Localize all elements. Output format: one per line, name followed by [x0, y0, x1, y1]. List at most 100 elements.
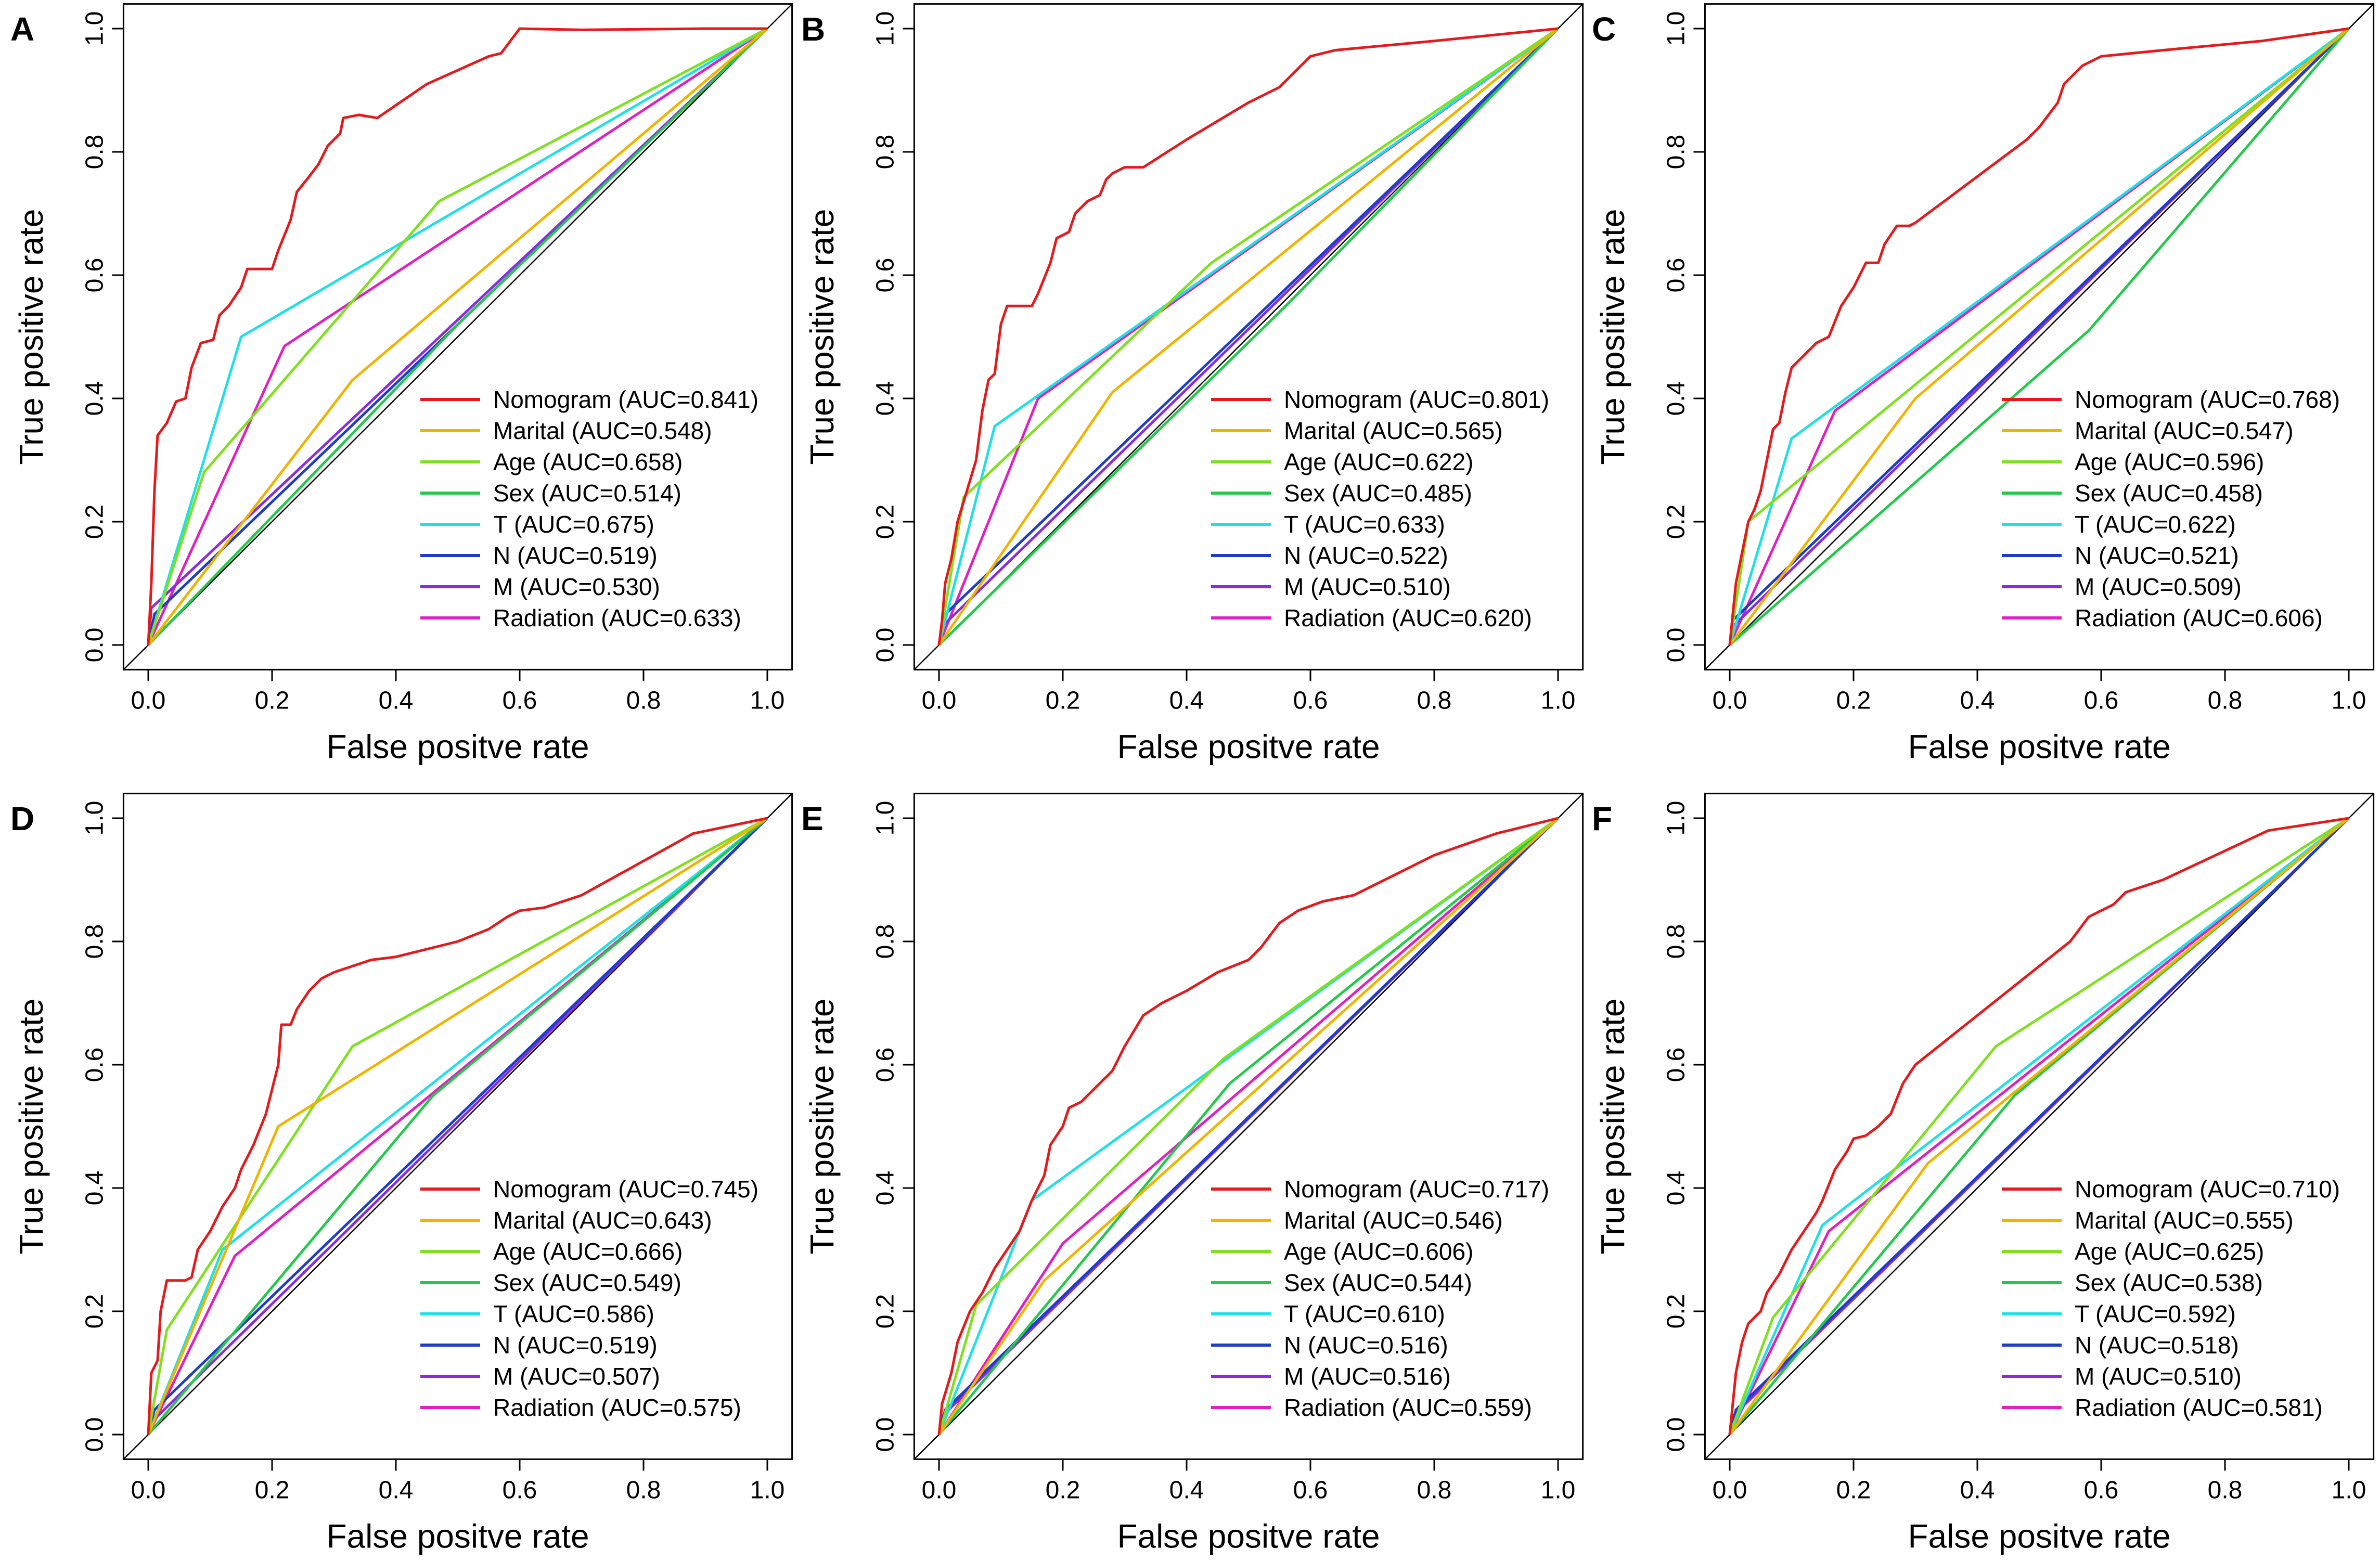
legend-label-sex: Sex (AUC=0.485): [1284, 480, 1472, 507]
y-tick-label: 0.2: [1662, 1294, 1690, 1329]
legend-label-m: M (AUC=0.507): [493, 1363, 660, 1390]
legend-label-sex: Sex (AUC=0.538): [2075, 1269, 2263, 1296]
series-line-radiation: [937, 817, 1559, 1436]
series-line-radiation: [147, 27, 768, 646]
legend-label-radiation: Radiation (AUC=0.606): [2075, 604, 2323, 631]
series-line-nomogram: [147, 817, 768, 1435]
y-axis-title: True positive rate: [803, 998, 841, 1254]
x-tick-label: 0.2: [1836, 687, 1871, 714]
panel-letter-E: E: [801, 800, 824, 837]
y-tick-label: 0.0: [871, 1417, 899, 1452]
x-tick-label: 0.6: [503, 1476, 537, 1504]
series-line-age: [147, 27, 768, 646]
reference-diagonal: [914, 793, 1584, 1460]
x-tick-label: 0.2: [1046, 687, 1080, 714]
x-tick-label: 0.8: [626, 687, 661, 714]
x-tick-label: 0.0: [131, 1476, 166, 1504]
series-line-radiation: [1728, 817, 2350, 1436]
legend-label-marital: Marital (AUC=0.565): [1284, 417, 1503, 444]
y-tick-label: 0.0: [1662, 1417, 1690, 1452]
legend-label-marital: Marital (AUC=0.548): [493, 417, 712, 444]
y-tick-label: 0.8: [871, 924, 899, 959]
legend-label-nomogram: Nomogram (AUC=0.801): [1284, 386, 1549, 413]
y-tick-label: 1.0: [871, 11, 899, 46]
y-tick-label: 0.6: [81, 1048, 108, 1082]
series-line-sex: [1729, 28, 2350, 646]
x-tick-label: 0.2: [1836, 1476, 1871, 1504]
y-tick-label: 0.2: [871, 505, 899, 539]
y-tick-label: 0.2: [1662, 505, 1690, 539]
x-tick-label: 1.0: [1541, 687, 1576, 714]
y-axis-title: True positive rate: [12, 209, 50, 464]
series-line-sex: [147, 28, 768, 646]
x-tick-label: 1.0: [1541, 1476, 1576, 1504]
x-axis-title: False positve rate: [1908, 728, 2170, 765]
x-tick-label: 0.0: [1713, 1476, 1747, 1504]
reference-diagonal: [123, 3, 793, 670]
x-tick-label: 0.6: [2084, 1476, 2119, 1504]
x-tick-label: 0.8: [1417, 1476, 1452, 1504]
x-tick-label: 0.4: [379, 687, 414, 714]
x-tick-label: 0.0: [922, 687, 957, 714]
plot-frame: [122, 3, 793, 670]
series-line-nomogram: [1728, 27, 2349, 646]
plot-frame: [1704, 3, 2375, 670]
legend-label-age: Age (AUC=0.606): [1284, 1238, 1473, 1265]
legend-label-n: N (AUC=0.522): [1284, 542, 1448, 569]
panel-D: D 0.0 0.2 0.4 0.6 0.8 1.0 0.0 0.2 0.4 0.6 0.8 1.0 Fal…: [10, 793, 793, 1555]
y-tick-label: 1.0: [81, 11, 108, 46]
legend-label-sex: Sex (AUC=0.514): [493, 480, 681, 507]
legend-label-m: M (AUC=0.510): [1284, 573, 1451, 600]
series-line-nomogram: [147, 27, 767, 646]
panel-letter-B: B: [801, 10, 825, 48]
legend-label-n: N (AUC=0.519): [493, 1332, 658, 1359]
y-tick-label: 0.8: [1662, 135, 1690, 170]
legend-label-nomogram: Nomogram (AUC=0.710): [2075, 1176, 2340, 1203]
panel-A: A 0.0 0.2 0.4 0.6 0.8 1.0 0.0 0.2 0.4 0.6 0.8 1.0 Fal…: [10, 3, 793, 765]
x-axis-title: False positve rate: [1117, 1517, 1380, 1555]
legend-label-t: T (AUC=0.592): [2075, 1300, 2236, 1327]
y-tick-label: 1.0: [81, 801, 108, 836]
series-line-age: [937, 817, 1559, 1435]
y-tick-label: 0.8: [81, 924, 108, 959]
y-tick-label: 0.2: [81, 505, 108, 539]
panel-letter-A: A: [10, 10, 34, 48]
x-tick-label: 0.2: [255, 1476, 290, 1504]
x-tick-label: 0.0: [922, 1476, 957, 1504]
series-line-age: [1728, 817, 2350, 1435]
y-tick-label: 0.6: [871, 258, 899, 293]
series-line-marital: [147, 28, 768, 646]
x-tick-label: 0.8: [1417, 687, 1452, 714]
series-line-nomogram: [1728, 817, 2349, 1435]
x-tick-label: 1.0: [2332, 687, 2366, 714]
series-line-sex: [938, 817, 1559, 1436]
panel-letter-F: F: [1592, 800, 1612, 837]
y-tick-label: 0.6: [1662, 258, 1690, 293]
legend-label-nomogram: Nomogram (AUC=0.841): [493, 386, 758, 413]
series-line-nomogram: [937, 27, 1559, 646]
series-line-age: [937, 27, 1559, 646]
y-axis-title: True positive rate: [12, 998, 50, 1254]
y-tick-label: 1.0: [871, 801, 899, 836]
x-axis-title: False positve rate: [326, 1517, 589, 1555]
reference-diagonal: [1704, 793, 2374, 1460]
x-tick-label: 0.6: [2084, 687, 2119, 714]
legend-label-n: N (AUC=0.521): [2075, 542, 2239, 569]
y-tick-label: 0.2: [81, 1294, 108, 1329]
legend-label-marital: Marital (AUC=0.546): [1284, 1207, 1503, 1234]
series-line-age: [147, 817, 768, 1435]
legend-label-t: T (AUC=0.675): [493, 511, 654, 538]
x-tick-label: 0.6: [503, 687, 537, 714]
y-tick-label: 0.8: [871, 135, 899, 170]
y-tick-label: 0.6: [81, 258, 108, 293]
series-line-sex: [938, 28, 1559, 646]
y-tick-label: 0.2: [871, 1294, 899, 1329]
series-line-t: [1728, 27, 2350, 646]
legend-label-nomogram: Nomogram (AUC=0.717): [1284, 1176, 1549, 1203]
y-axis-title: True positive rate: [1594, 998, 1631, 1254]
y-tick-label: 0.4: [81, 1171, 108, 1206]
legend-label-n: N (AUC=0.519): [493, 542, 658, 569]
series-line-marital: [1729, 28, 2350, 646]
plot-frame: [913, 793, 1584, 1460]
